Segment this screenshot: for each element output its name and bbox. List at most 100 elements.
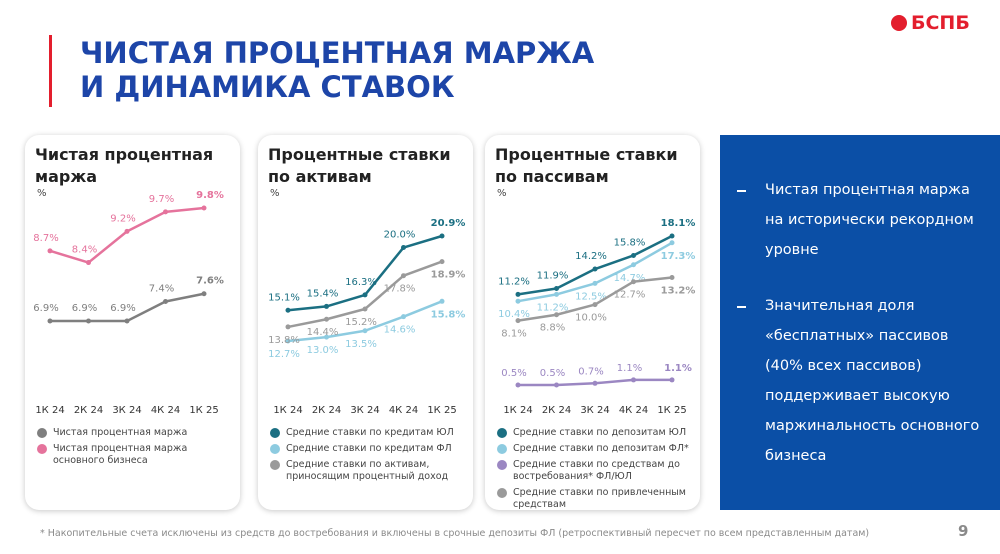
point <box>592 280 598 286</box>
x-tick-label: 4К 24 <box>151 405 180 416</box>
value-label: 14.4% <box>307 327 339 338</box>
point <box>592 380 598 386</box>
x-tick-label: 1К 24 <box>35 405 64 416</box>
point <box>124 228 130 234</box>
logo: БСПБ <box>911 12 970 34</box>
point <box>163 209 168 215</box>
value-label: 9.7% <box>149 194 174 205</box>
legend-item: Средние ставки по кредитам ЮЛ <box>270 427 470 439</box>
legend-label: Средние ставки по активам, приносящим пр… <box>286 459 449 482</box>
point <box>669 240 675 246</box>
value-label: 13.5% <box>345 339 377 350</box>
point <box>362 292 368 298</box>
value-label: 18.1% <box>661 218 696 229</box>
chart-card <box>25 135 240 510</box>
point <box>631 377 636 383</box>
point <box>631 262 636 268</box>
point <box>515 318 521 324</box>
legend-swatch <box>497 460 507 470</box>
unit-label: % <box>497 188 507 199</box>
point <box>669 377 675 383</box>
legend: Чистая процентная маржа Чистая процентная… <box>37 427 237 471</box>
point <box>631 252 636 258</box>
point <box>515 291 521 297</box>
legend-swatch <box>270 428 280 438</box>
legend-item: Чистая процентная маржа основного бизнес… <box>37 443 237 467</box>
legend-label: Средние ставки по кредитам ФЛ <box>286 443 452 454</box>
legend-swatch <box>270 444 280 454</box>
value-label: 10.0% <box>575 313 607 324</box>
point <box>324 316 329 322</box>
legend-label: Средние ставки по депозитам ФЛ* <box>513 443 689 454</box>
point <box>554 382 559 388</box>
legend-item: Средние ставки по привлеченным средствам <box>497 487 697 511</box>
value-label: 7.6% <box>196 276 224 287</box>
value-label: 14.6% <box>384 325 416 336</box>
point <box>439 233 445 239</box>
value-label: 12.7% <box>268 349 300 360</box>
point <box>285 307 291 313</box>
x-tick-label: 2К 24 <box>312 405 341 416</box>
point <box>515 298 521 304</box>
value-label: 0.5% <box>501 368 526 379</box>
point <box>592 302 598 308</box>
x-tick-label: 2К 24 <box>542 405 571 416</box>
legend-item: Средние ставки по средствам до востребов… <box>497 459 697 483</box>
value-label: 8.7% <box>33 233 58 244</box>
legend-item: Средние ставки по кредитам ФЛ <box>270 443 470 455</box>
x-tick-label: 3К 24 <box>580 405 609 416</box>
value-label: 11.9% <box>537 270 569 281</box>
value-label: 13.0% <box>307 345 339 356</box>
legend-label: Средние ставки по привлеченным средствам <box>513 487 686 510</box>
value-label: 18.9% <box>431 270 466 281</box>
title-line: И ДИНАМИКА СТАВОК <box>80 70 455 104</box>
point <box>439 298 445 304</box>
point <box>163 299 168 305</box>
chart-title: Процентные ставки по активам <box>268 145 451 186</box>
bullet-dash <box>737 306 746 308</box>
point <box>669 274 675 280</box>
point <box>285 338 291 344</box>
x-tick-label: 1К 24 <box>273 405 302 416</box>
side-bullet: Чистая процентная маржа на исторически р… <box>765 182 974 258</box>
slide-title: ЧИСТАЯ ПРОЦЕНТНАЯ МАРЖА И ДИНАМИКА СТАВО… <box>80 36 594 104</box>
value-label: 0.7% <box>578 366 603 377</box>
accent-bar <box>49 35 52 107</box>
value-label: 10.4% <box>498 309 530 320</box>
point <box>47 248 53 254</box>
point <box>47 318 53 324</box>
legend-swatch <box>497 488 507 498</box>
point <box>324 334 329 340</box>
x-tick-label: 1К 25 <box>657 405 686 416</box>
value-label: 0.5% <box>540 368 565 379</box>
value-label: 15.1% <box>268 292 300 303</box>
legend-label: Средние ставки по депозитам ЮЛ <box>513 427 687 438</box>
point <box>324 303 329 309</box>
unit-label: % <box>270 188 280 199</box>
legend-swatch <box>37 428 47 438</box>
legend: Средние ставки по депозитам ЮЛ Средние ст… <box>497 427 697 515</box>
value-label: 8.4% <box>72 245 97 256</box>
x-tick-label: 3К 24 <box>112 405 141 416</box>
legend-swatch <box>497 444 507 454</box>
legend-label: Чистая процентная маржа <box>53 427 188 438</box>
value-label: 9.2% <box>110 213 135 224</box>
value-label: 15.2% <box>345 317 377 328</box>
value-label: 12.7% <box>614 290 646 301</box>
value-label: 11.2% <box>498 276 530 287</box>
point <box>669 233 675 239</box>
point <box>285 324 291 330</box>
point <box>515 382 521 388</box>
point <box>554 291 559 297</box>
legend-swatch <box>497 428 507 438</box>
point <box>86 260 91 266</box>
legend-swatch <box>37 444 47 454</box>
legend-label: Средние ставки по кредитам ЮЛ <box>286 427 454 438</box>
point <box>124 318 130 324</box>
value-label: 7.4% <box>149 284 174 295</box>
legend-label: Чистая процентная маржа основного бизнес… <box>53 443 188 466</box>
legend-item: Средние ставки по депозитам ФЛ* <box>497 443 697 455</box>
point <box>362 328 368 334</box>
